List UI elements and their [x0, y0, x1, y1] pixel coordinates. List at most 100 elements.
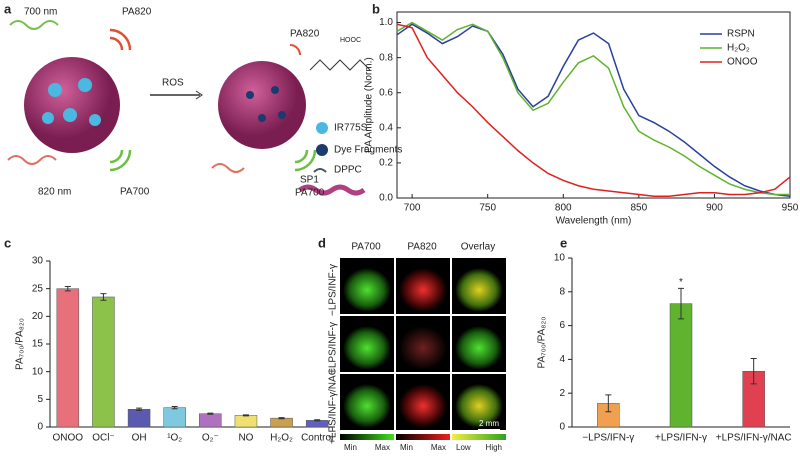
label: PA820: [290, 29, 320, 40]
y-tick-label: 20: [32, 311, 44, 322]
error-bar: [678, 287, 684, 320]
error-bar: [242, 414, 249, 417]
image-signal: [343, 268, 391, 312]
y-tick-label: 0: [559, 422, 565, 433]
y-tick-label: 10: [554, 253, 566, 264]
y-tick-label: 4: [559, 354, 565, 365]
line: [396, 23, 791, 197]
legend-label: H₂O₂: [727, 43, 750, 54]
panel-label: e: [560, 235, 567, 250]
y-tick-label: 0.8: [379, 52, 393, 63]
error-bar: [136, 407, 143, 411]
label: PA700: [295, 188, 325, 199]
panel-label: b: [372, 1, 380, 16]
panel-label: d: [318, 235, 326, 250]
y-tick-label: 25: [32, 283, 44, 294]
image-signal: [343, 384, 391, 428]
label: HOOC: [340, 37, 361, 44]
y-tick-label: 1.0: [379, 17, 393, 28]
colorbar-label: Low: [456, 443, 471, 452]
label: ROS: [162, 78, 184, 89]
colorbar: [452, 434, 506, 440]
label: PA700: [120, 187, 150, 198]
image-signal: [343, 326, 391, 370]
column-label: PA820: [407, 242, 437, 253]
x-tick-label: +LPS/IFN-γ/NAC: [716, 433, 792, 444]
error-bar: [750, 358, 757, 385]
error-bar: [314, 419, 321, 422]
colorbar: [340, 434, 394, 440]
row-label: +LPS/INF-γ: [328, 322, 339, 374]
y-tick-label: 10: [32, 366, 44, 377]
label: PA820: [122, 7, 152, 18]
image-signal: [455, 326, 503, 370]
image-signal: [399, 326, 447, 370]
scale-bar-label: 2 mm: [479, 419, 499, 428]
y-tick-label: 0.0: [379, 193, 393, 204]
x-tick-label: Control: [301, 433, 333, 444]
colorbar-label: Min: [400, 443, 413, 452]
error-bar: [278, 417, 285, 420]
error-bar: [207, 412, 214, 415]
y-tick-label: 30: [32, 256, 44, 267]
row-label: −LPS/INF-γ: [328, 264, 339, 316]
bar: [163, 407, 186, 428]
y-tick-label: 0.2: [379, 158, 393, 169]
bar: [270, 417, 293, 428]
plot-frame: [396, 11, 791, 199]
x-tick-label: 950: [782, 203, 799, 214]
annotation: *: [679, 277, 683, 288]
line: [396, 21, 790, 196]
y-axis-label: PA₇₀₀/PA₈₂₀: [537, 317, 548, 369]
y-tick-label: 5: [37, 394, 43, 405]
label: IR775S: [334, 123, 368, 134]
error-bar: [605, 394, 612, 413]
colorbar-label: Max: [431, 443, 446, 452]
bar: [127, 409, 151, 428]
label: DPPC: [334, 165, 362, 176]
error-bar: [100, 293, 107, 301]
image-panel: d PA700 PA820 Overlay −LPS/INF-γ +LPS/INF-γ+…: [318, 235, 506, 452]
y-tick-label: 6: [559, 320, 565, 331]
x-tick-label: 800: [555, 203, 572, 214]
bar: [234, 415, 258, 428]
colorbar: [396, 434, 450, 440]
error-bar: [171, 406, 178, 410]
x-tick-label: OCl⁻: [92, 433, 115, 444]
x-tick-label: 750: [479, 203, 496, 214]
bar: [92, 296, 115, 428]
x-tick-label: +LPS/IFN-γ: [655, 433, 707, 444]
x-tick-label: 850: [631, 203, 648, 214]
y-tick-label: 0.6: [379, 87, 393, 98]
y-tick-label: 0.4: [379, 122, 393, 133]
y-axis-label: PA₇₀₀/PA₈₂₀: [15, 318, 26, 370]
x-tick-label: ONOO: [53, 433, 84, 444]
label: Dye Fragments: [334, 145, 402, 156]
x-tick-label: OH: [132, 433, 147, 444]
y-tick-label: 8: [559, 286, 565, 297]
x-tick-label: 700: [404, 203, 421, 214]
bar: [669, 303, 693, 428]
x-tick-label: NO: [238, 433, 253, 444]
x-tick-label: ¹O₂: [167, 433, 182, 444]
image-signal: [399, 268, 447, 312]
legend-label: RSPN: [727, 29, 755, 40]
colorbar-label: Max: [375, 443, 390, 452]
bar: [56, 288, 80, 428]
image-signal: [399, 384, 447, 428]
line: [396, 23, 791, 197]
label: 820 nm: [38, 187, 71, 198]
x-axis-label: Wavelength (nm): [556, 216, 632, 227]
panel-label: a: [4, 1, 12, 16]
x-tick-label: H₂O₂: [270, 433, 293, 444]
nanoparticle: [218, 61, 306, 149]
image-signal: [455, 384, 503, 428]
nanoparticle: [24, 57, 120, 153]
panel-label: c: [4, 235, 11, 250]
legend-label: ONOO: [727, 57, 758, 68]
colorbar-label: High: [486, 443, 502, 452]
column-label: Overlay: [461, 242, 495, 253]
bar: [199, 413, 222, 428]
label: SP1: [300, 175, 319, 186]
